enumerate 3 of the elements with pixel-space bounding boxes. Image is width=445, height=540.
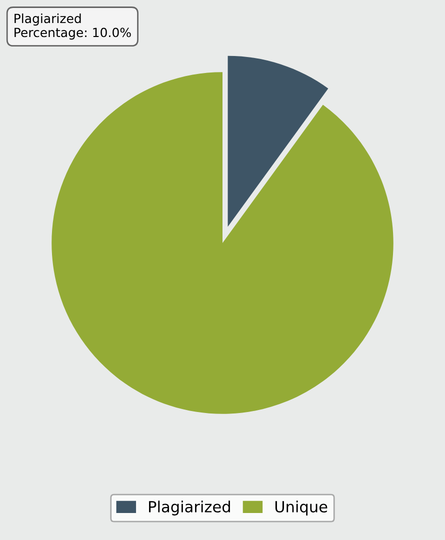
legend-label: Unique: [275, 500, 328, 516]
legend-label: Plagiarized: [149, 500, 230, 516]
text: Plagiarized Percentage: 10.0%: [14, 14, 131, 40]
